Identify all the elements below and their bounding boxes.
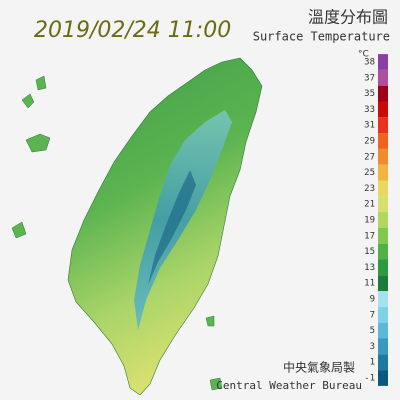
legend-swatch bbox=[378, 338, 388, 355]
legend-label: 17 bbox=[364, 231, 375, 241]
legend-label: 13 bbox=[364, 263, 375, 273]
legend-label: 27 bbox=[364, 152, 375, 162]
legend-label: 31 bbox=[364, 121, 375, 131]
legend-swatch bbox=[378, 54, 388, 70]
agency-zh: 中央氣象局製 bbox=[283, 360, 355, 375]
legend-swatch bbox=[378, 133, 388, 149]
legend-swatch bbox=[378, 85, 388, 102]
legend-swatch bbox=[378, 69, 388, 86]
agency-en: Central Weather Bureau bbox=[216, 379, 362, 392]
legend-swatch bbox=[378, 370, 388, 386]
legend-swatch bbox=[378, 101, 388, 118]
legend-swatch bbox=[378, 180, 388, 197]
legend-label: 15 bbox=[364, 247, 375, 257]
legend-swatch bbox=[378, 148, 388, 165]
legend-label: 9 bbox=[370, 295, 375, 305]
legend-swatch bbox=[378, 117, 388, 134]
legend-swatch bbox=[378, 354, 388, 371]
legend-label: 37 bbox=[364, 73, 375, 83]
legend-swatch bbox=[378, 212, 388, 228]
legend-swatch bbox=[378, 275, 388, 292]
legend-swatch bbox=[378, 164, 388, 181]
legend-swatch bbox=[378, 322, 388, 339]
legend-label: 23 bbox=[364, 184, 375, 194]
mountain-range bbox=[134, 110, 232, 330]
legend-label: 29 bbox=[364, 137, 375, 147]
legend-swatch bbox=[378, 306, 388, 323]
legend-label: 11 bbox=[364, 279, 375, 289]
legend-label: 1 bbox=[370, 358, 375, 368]
legend-label: 3 bbox=[370, 342, 375, 352]
legend-label: 35 bbox=[364, 89, 375, 99]
title: 溫度分布圖 bbox=[308, 8, 388, 27]
legend-label: 25 bbox=[364, 168, 375, 178]
subtitle: Surface Temperature bbox=[253, 30, 390, 44]
legend-swatch bbox=[378, 243, 388, 260]
legend-label: 33 bbox=[364, 105, 375, 115]
legend-label: -1 bbox=[364, 374, 375, 384]
datetime: 2019/02/24 11:00 bbox=[34, 18, 231, 43]
legend-label: 19 bbox=[364, 216, 375, 226]
legend-label: 7 bbox=[370, 310, 375, 320]
legend-label: 5 bbox=[370, 326, 375, 336]
legend-swatch bbox=[378, 291, 388, 307]
legend-swatch bbox=[378, 227, 388, 244]
mountain-core bbox=[148, 170, 196, 285]
legend-swatch bbox=[378, 259, 388, 276]
legend-unit: °C bbox=[358, 50, 369, 60]
legend-label: 38 bbox=[364, 58, 375, 68]
islands bbox=[11, 75, 223, 391]
legend-label: 21 bbox=[364, 200, 375, 210]
legend-swatch bbox=[378, 196, 388, 213]
